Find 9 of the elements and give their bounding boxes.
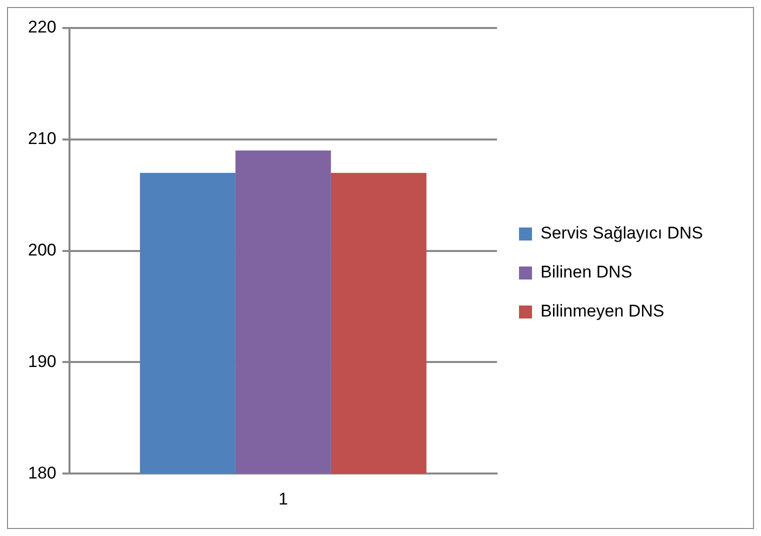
legend-label: Servis Sağlayıcı DNS: [540, 224, 704, 243]
legend-label: Bilinmeyen DNS: [540, 302, 664, 321]
x-tick-label: 1: [278, 489, 288, 508]
y-tick-label: 190: [28, 352, 56, 371]
legend-label: Bilinen DNS: [540, 262, 632, 282]
y-tick-label: 210: [28, 129, 56, 148]
y-tick-label: 220: [28, 18, 56, 37]
y-tick-label: 180: [28, 463, 56, 482]
y-tick-label: 200: [28, 240, 56, 260]
